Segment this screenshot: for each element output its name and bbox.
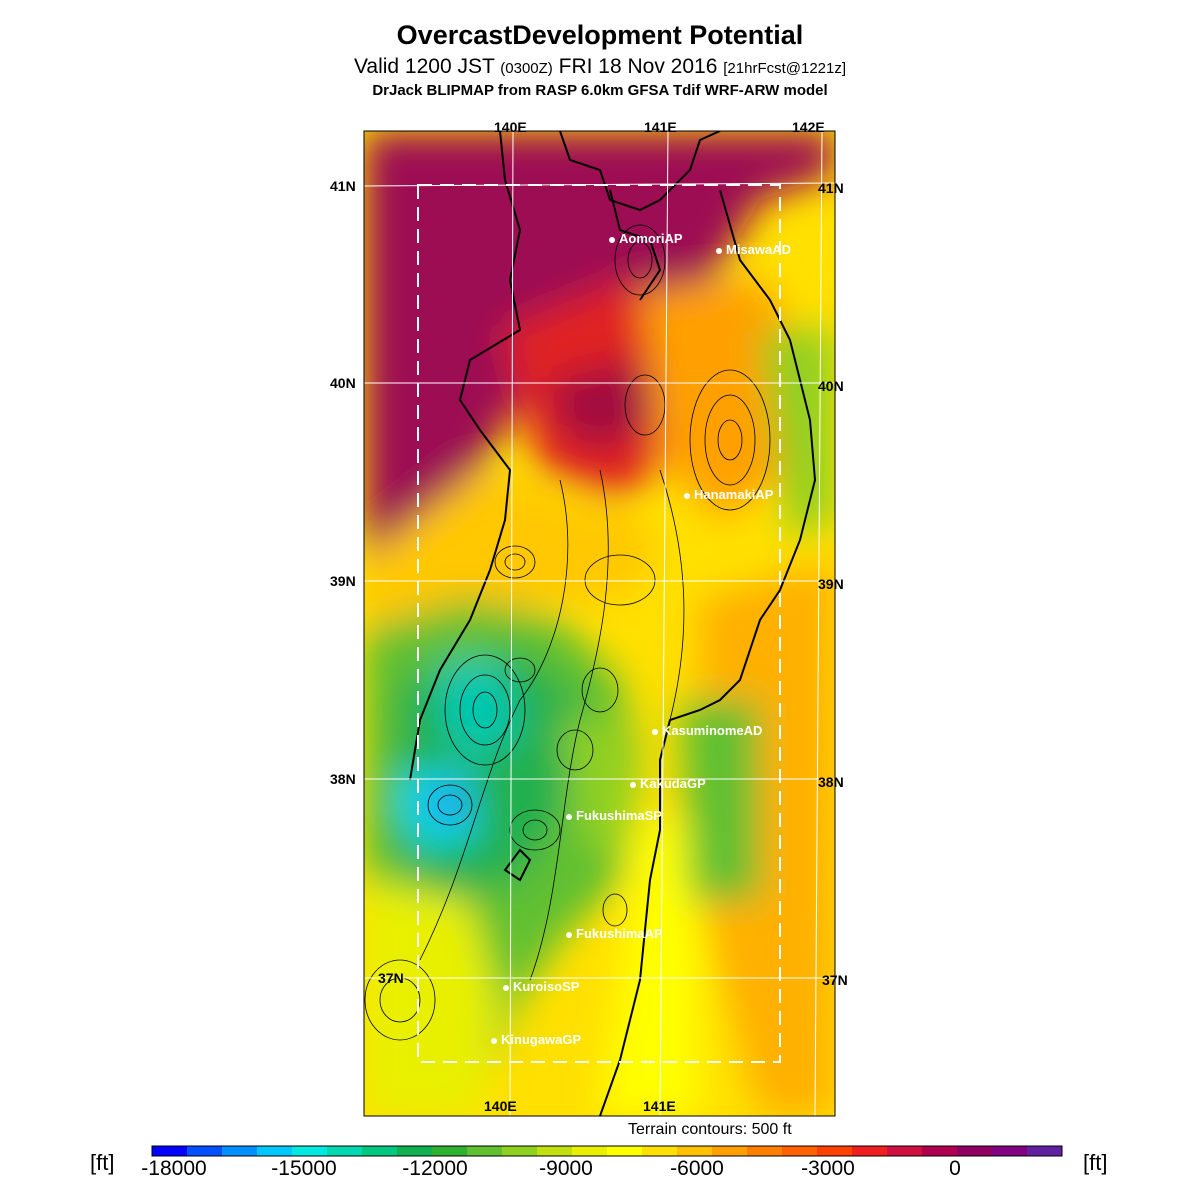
lat-label-41n-right: 41N [818, 180, 844, 196]
station-dot-icon [491, 1037, 497, 1044]
station-aomori[interactable]: AomoriAP [609, 231, 683, 246]
station-fukushima-ap[interactable]: FukushimaAP [566, 926, 663, 941]
lon-label-141e-top: 141E [644, 119, 677, 135]
station-kakuda[interactable]: KakudaGP [630, 776, 706, 791]
colorbar-tick: -3000 [801, 1157, 855, 1180]
lon-label-142e-top: 142E [792, 119, 825, 135]
lat-label-39n-right: 39N [818, 576, 844, 592]
valid-time: Valid 1200 JST (0300Z) FRI 18 Nov 2016 [… [0, 55, 1200, 79]
terrain-contours [364, 224, 771, 1041]
station-kasuminome[interactable]: KasuminomeAD [652, 723, 762, 738]
station-dot-icon [684, 492, 690, 499]
station-dot-icon [503, 984, 509, 991]
field-shading [364, 131, 835, 1116]
colorbar-tick: -18000 [141, 1157, 207, 1180]
lat-label-40n-right: 40N [818, 378, 844, 394]
zulu-time: (0300Z) [500, 60, 553, 77]
station-hanamaki[interactable]: HanamakiAP [684, 487, 773, 502]
map-title: OvercastDevelopment Potential [396, 20, 804, 50]
lon-label-141e-bottom: 141E [643, 1098, 676, 1114]
lat-label-37n-right: 37N [822, 972, 848, 988]
station-dot-icon [716, 247, 722, 254]
map-frame [363, 130, 836, 1117]
station-fukushima-sp[interactable]: FukushimaSP [566, 808, 662, 823]
lat-label-38n-left: 38N [330, 771, 356, 787]
forecast-run: [21hrFcst@1221z] [723, 60, 847, 77]
colorbar-tick: 0 [949, 1157, 961, 1180]
station-dot-icon [630, 781, 636, 788]
station-dot-icon [652, 728, 658, 735]
model-description: DrJack BLIPMAP from RASP 6.0km GFSA Tdif… [372, 82, 828, 99]
lon-label-140e-top: 140E [494, 119, 527, 135]
coastline [409, 131, 817, 1116]
forecast-date: FRI 18 Nov 2016 [558, 55, 718, 78]
inner-domain-box [417, 184, 781, 1063]
station-dot-icon [566, 931, 572, 938]
colorbar-tick: -6000 [670, 1157, 724, 1180]
lat-label-39n-left: 39N [330, 573, 356, 589]
lat-label-38n-right: 38N [818, 774, 844, 790]
colorbar-unit-right: [ft] [1083, 1150, 1108, 1175]
station-dot-icon [566, 813, 572, 820]
lat-label-40n-left: 40N [330, 375, 356, 391]
colorbar-tick: -15000 [271, 1157, 337, 1180]
station-kuroiso[interactable]: KuroisoSP [503, 979, 579, 994]
lat-label-41n-left: 41N [330, 178, 356, 194]
station-misawa[interactable]: MisawaAD [716, 242, 791, 257]
valid-label: Valid 1200 JST [353, 55, 495, 78]
colorbar-tick: -9000 [539, 1157, 593, 1180]
lon-label-140e-bottom: 140E [484, 1098, 517, 1114]
station-kinugawa[interactable]: KinugawaGP [491, 1032, 581, 1047]
station-dot-icon [609, 236, 615, 243]
colorbar-tick: -12000 [402, 1157, 468, 1180]
terrain-contour-note: Terrain contours: 500 ft [628, 1121, 792, 1138]
colorbar-unit-left: [ft] [90, 1150, 115, 1175]
lat-label-37n-left: 37N [378, 970, 404, 986]
